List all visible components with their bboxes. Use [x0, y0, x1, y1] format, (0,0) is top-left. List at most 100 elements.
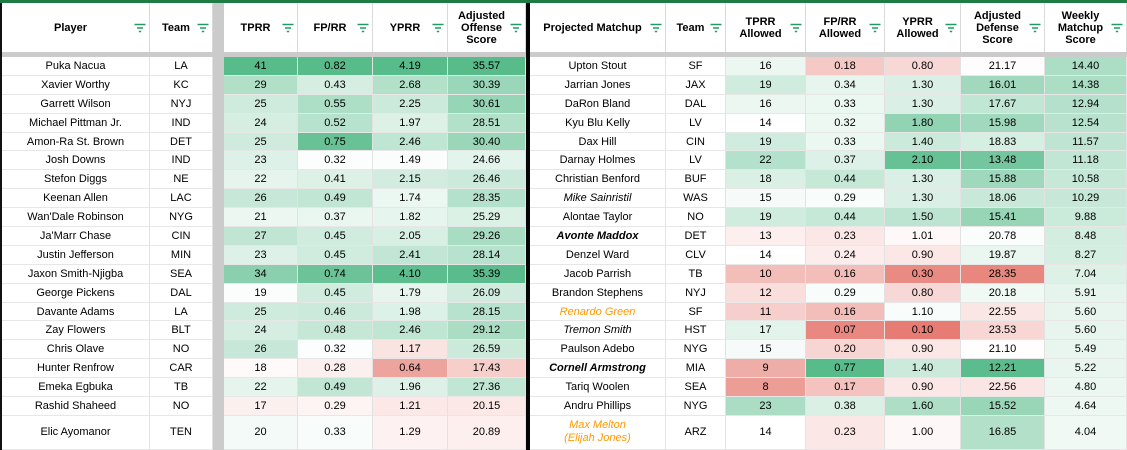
yprr-cell[interactable]: 1.82: [373, 208, 448, 228]
weekly-matchup-score-cell[interactable]: 9.88: [1045, 208, 1127, 228]
team-cell[interactable]: NO: [666, 208, 726, 228]
player-name-cell[interactable]: Hunter Renfrow: [2, 359, 150, 379]
team-cell[interactable]: NYG: [150, 208, 213, 228]
yprr-cell[interactable]: 1.97: [373, 113, 448, 133]
fprr-allowed-cell[interactable]: 0.77: [806, 359, 885, 379]
adjusted-defense-score-cell[interactable]: 18.83: [961, 132, 1045, 152]
matchup-name-cell[interactable]: Darnay Holmes: [530, 151, 666, 171]
team-cell[interactable]: CLV: [666, 245, 726, 265]
yprr-allowed-cell[interactable]: 1.01: [885, 227, 961, 246]
fprr-cell[interactable]: 0.41: [298, 170, 373, 190]
tprr-cell[interactable]: 26: [224, 340, 298, 360]
fprr-allowed-cell[interactable]: 0.44: [806, 170, 885, 190]
yprr-allowed-cell[interactable]: 1.40: [885, 132, 961, 152]
adjusted-defense-score-cell[interactable]: 13.48: [961, 151, 1045, 171]
matchup-name-cell[interactable]: Denzel Ward: [530, 245, 666, 265]
filter-icon[interactable]: [710, 23, 722, 33]
yprr-allowed-cell[interactable]: 0.90: [885, 245, 961, 265]
header-team[interactable]: Team: [150, 3, 213, 52]
team-cell[interactable]: SF: [666, 57, 726, 76]
adjusted-offense-score-cell[interactable]: 27.36: [448, 378, 526, 398]
yprr-cell[interactable]: 1.98: [373, 302, 448, 322]
adjusted-offense-score-cell[interactable]: 28.14: [448, 245, 526, 265]
fprr-allowed-cell[interactable]: 0.44: [806, 208, 885, 228]
matchup-name-cell[interactable]: Jacob Parrish: [530, 264, 666, 284]
matchup-name-cell[interactable]: Tremon Smith: [530, 321, 666, 341]
matchup-name-cell[interactable]: Andru Phillips: [530, 397, 666, 416]
yprr-allowed-cell[interactable]: 2.10: [885, 151, 961, 171]
filter-icon[interactable]: [357, 23, 369, 33]
fprr-allowed-cell[interactable]: 0.33: [806, 94, 885, 114]
header-player[interactable]: Player: [2, 3, 150, 52]
tprr-cell[interactable]: 21: [224, 208, 298, 228]
player-name-cell[interactable]: Keenan Allen: [2, 189, 150, 209]
filter-icon[interactable]: [282, 23, 294, 33]
tprr-allowed-cell[interactable]: 8: [726, 378, 806, 398]
tprr-allowed-cell[interactable]: 12: [726, 283, 806, 303]
team-cell[interactable]: KC: [150, 75, 213, 95]
fprr-cell[interactable]: 0.82: [298, 57, 373, 76]
matchup-name-cell[interactable]: Renardo Green: [530, 302, 666, 322]
team-cell[interactable]: IND: [150, 151, 213, 171]
matchup-name-cell[interactable]: Christian Benford: [530, 170, 666, 190]
matchup-name-cell[interactable]: Jarrian Jones: [530, 75, 666, 95]
yprr-cell[interactable]: 2.05: [373, 227, 448, 246]
tprr-cell[interactable]: 22: [224, 378, 298, 398]
tprr-allowed-cell[interactable]: 15: [726, 340, 806, 360]
fprr-allowed-cell[interactable]: 0.20: [806, 340, 885, 360]
team-cell[interactable]: TEN: [150, 415, 213, 450]
adjusted-offense-score-cell[interactable]: 35.39: [448, 264, 526, 284]
fprr-allowed-cell[interactable]: 0.07: [806, 321, 885, 341]
team-cell[interactable]: IND: [150, 113, 213, 133]
fprr-allowed-cell[interactable]: 0.23: [806, 227, 885, 246]
tprr-allowed-cell[interactable]: 14: [726, 415, 806, 450]
fprr-cell[interactable]: 0.37: [298, 208, 373, 228]
fprr-cell[interactable]: 0.28: [298, 359, 373, 379]
tprr-allowed-cell[interactable]: 14: [726, 113, 806, 133]
matchup-name-cell[interactable]: DaRon Bland: [530, 94, 666, 114]
team-cell[interactable]: CAR: [150, 359, 213, 379]
filter-icon[interactable]: [1111, 23, 1123, 33]
adjusted-defense-score-cell[interactable]: 12.21: [961, 359, 1045, 379]
player-name-cell[interactable]: Michael Pittman Jr.: [2, 113, 150, 133]
tprr-cell[interactable]: 17: [224, 397, 298, 416]
adjusted-defense-score-cell[interactable]: 17.67: [961, 94, 1045, 114]
yprr-allowed-cell[interactable]: 1.00: [885, 415, 961, 450]
player-name-cell[interactable]: Elic Ayomanor: [2, 415, 150, 450]
player-name-cell[interactable]: Chris Olave: [2, 340, 150, 360]
weekly-matchup-score-cell[interactable]: 4.04: [1045, 415, 1127, 450]
header-tprr[interactable]: TPRR: [224, 3, 298, 52]
adjusted-offense-score-cell[interactable]: 26.46: [448, 170, 526, 190]
tprr-allowed-cell[interactable]: 9: [726, 359, 806, 379]
fprr-cell[interactable]: 0.52: [298, 113, 373, 133]
player-name-cell[interactable]: Davante Adams: [2, 302, 150, 322]
adjusted-offense-score-cell[interactable]: 17.43: [448, 359, 526, 379]
tprr-cell[interactable]: 20: [224, 415, 298, 450]
team-cell[interactable]: TB: [666, 264, 726, 284]
matchup-name-cell[interactable]: Alontae Taylor: [530, 208, 666, 228]
weekly-matchup-score-cell[interactable]: 4.80: [1045, 378, 1127, 398]
tprr-allowed-cell[interactable]: 14: [726, 245, 806, 265]
tprr-cell[interactable]: 26: [224, 189, 298, 209]
team-cell[interactable]: ARZ: [666, 415, 726, 450]
team-cell[interactable]: LV: [666, 113, 726, 133]
weekly-matchup-score-cell[interactable]: 10.29: [1045, 189, 1127, 209]
player-name-cell[interactable]: Rashid Shaheed: [2, 397, 150, 416]
weekly-matchup-score-cell[interactable]: 5.60: [1045, 321, 1127, 341]
team-cell[interactable]: SEA: [666, 378, 726, 398]
header-yprr[interactable]: YPRR: [373, 3, 448, 52]
filter-icon[interactable]: [134, 23, 146, 33]
adjusted-defense-score-cell[interactable]: 21.10: [961, 340, 1045, 360]
fprr-allowed-cell[interactable]: 0.17: [806, 378, 885, 398]
adjusted-offense-score-cell[interactable]: 26.59: [448, 340, 526, 360]
yprr-allowed-cell[interactable]: 1.30: [885, 94, 961, 114]
matchup-name-cell[interactable]: Cornell Armstrong: [530, 359, 666, 379]
fprr-cell[interactable]: 0.46: [298, 302, 373, 322]
tprr-allowed-cell[interactable]: 19: [726, 75, 806, 95]
adjusted-offense-score-cell[interactable]: 29.12: [448, 321, 526, 341]
fprr-cell[interactable]: 0.45: [298, 283, 373, 303]
adjusted-defense-score-cell[interactable]: 23.53: [961, 321, 1045, 341]
yprr-allowed-cell[interactable]: 1.80: [885, 113, 961, 133]
fprr-cell[interactable]: 0.74: [298, 264, 373, 284]
tprr-cell[interactable]: 34: [224, 264, 298, 284]
